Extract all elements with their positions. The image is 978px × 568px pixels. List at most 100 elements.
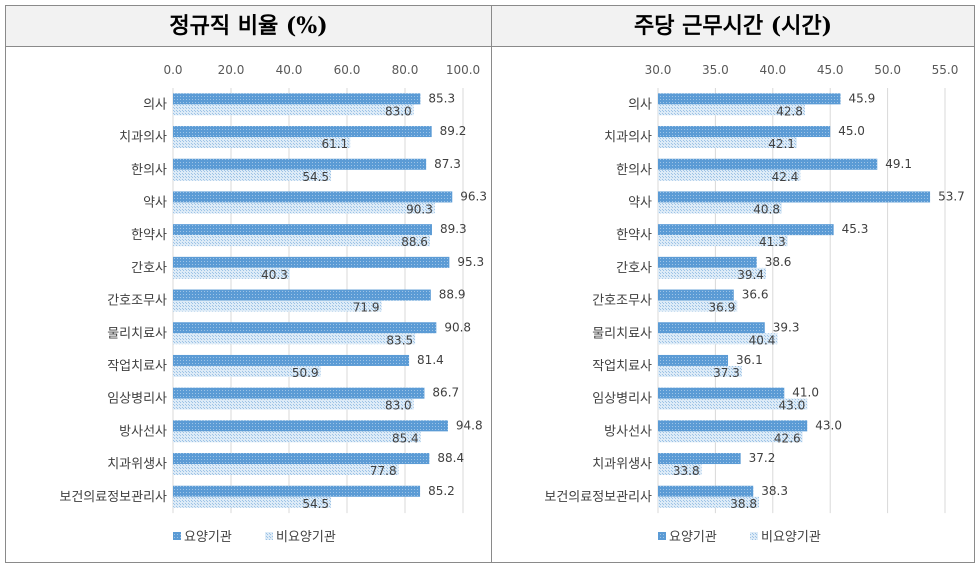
bar-비요양기관 bbox=[173, 464, 399, 476]
data-label: 40.4 bbox=[749, 333, 776, 347]
data-label: 94.8 bbox=[456, 418, 483, 432]
bar-비요양기관 bbox=[658, 333, 778, 345]
category-label: 한약사 bbox=[131, 228, 167, 243]
bar-비요양기관 bbox=[658, 202, 782, 214]
chart-title: 주당 근무시간 (시간) bbox=[492, 6, 974, 47]
category-label: 간호조무사 bbox=[592, 294, 652, 309]
category-label: 임상병리사 bbox=[592, 392, 652, 407]
tick-label: 100.0 bbox=[446, 63, 480, 77]
data-label: 71.9 bbox=[353, 301, 380, 315]
category-label: 의사 bbox=[628, 97, 652, 112]
bar-요양기관 bbox=[658, 322, 765, 334]
bar-비요양기관 bbox=[173, 333, 416, 345]
legend-label: 비요양기관 bbox=[761, 530, 821, 545]
bar-요양기관 bbox=[658, 453, 741, 465]
data-label: 45.3 bbox=[842, 222, 869, 236]
bar-비요양기관 bbox=[173, 300, 382, 312]
bar-요양기관 bbox=[658, 126, 831, 138]
bar-비요양기관 bbox=[658, 464, 702, 476]
category-label: 치과의사 bbox=[119, 130, 167, 145]
bar-비요양기관 bbox=[173, 137, 351, 149]
bar-요양기관 bbox=[173, 126, 432, 138]
bar-요양기관 bbox=[173, 354, 410, 366]
category-label: 방사선사 bbox=[604, 424, 652, 439]
data-label: 41.3 bbox=[759, 235, 786, 249]
data-label: 83.0 bbox=[385, 104, 412, 118]
tick-label: 0.0 bbox=[163, 63, 182, 77]
data-label: 40.3 bbox=[261, 268, 288, 282]
chart-weekly-hours: 30.0 35.0 40.0 45.0 50.0 55.0 의사 45.9 42.8 치과의사 45… bbox=[544, 63, 964, 545]
data-label: 49.1 bbox=[885, 157, 912, 171]
data-label: 33.8 bbox=[673, 464, 700, 478]
bar-요양기관 bbox=[173, 322, 437, 334]
bar-요양기관 bbox=[658, 256, 757, 268]
bar-비요양기관 bbox=[658, 169, 801, 181]
bar-비요양기관 bbox=[658, 137, 797, 149]
category-label: 임상병리사 bbox=[107, 392, 167, 407]
bar-요양기관 bbox=[658, 387, 785, 399]
tick-label: 40.0 bbox=[759, 63, 786, 77]
legend-label: 요양기관 bbox=[184, 530, 232, 545]
bar-요양기관 bbox=[658, 224, 834, 236]
legend-swatch bbox=[658, 532, 666, 540]
bar-요양기관 bbox=[658, 354, 729, 366]
bar-요양기관 bbox=[173, 420, 448, 432]
bar-요양기관 bbox=[173, 191, 453, 203]
tick-label: 40.0 bbox=[276, 63, 303, 77]
data-label: 81.4 bbox=[417, 353, 444, 367]
bar-비요양기관 bbox=[173, 235, 430, 247]
tick-label: 45.0 bbox=[817, 63, 844, 77]
tick-label: 30.0 bbox=[645, 63, 672, 77]
category-label: 간호사 bbox=[131, 261, 167, 276]
data-label: 36.6 bbox=[742, 288, 769, 302]
bar-비요양기관 bbox=[658, 267, 766, 279]
category-label: 보건의료정보관리사 bbox=[59, 490, 167, 505]
category-label: 작업치료사 bbox=[592, 359, 652, 374]
data-label: 36.9 bbox=[708, 301, 735, 315]
data-label: 85.4 bbox=[392, 431, 419, 445]
data-label: 61.1 bbox=[321, 137, 348, 151]
data-label: 43.0 bbox=[815, 418, 842, 432]
category-label: 한의사 bbox=[616, 163, 652, 178]
data-label: 38.6 bbox=[765, 255, 792, 269]
data-label: 90.3 bbox=[406, 202, 433, 216]
data-label: 85.2 bbox=[428, 484, 455, 498]
data-label: 89.3 bbox=[440, 222, 467, 236]
legend-swatch bbox=[173, 532, 181, 540]
category-label: 약사 bbox=[143, 195, 167, 210]
data-label: 88.4 bbox=[437, 451, 464, 465]
data-label: 54.5 bbox=[302, 170, 329, 184]
bar-요양기관 bbox=[173, 158, 427, 170]
data-label: 88.9 bbox=[439, 288, 466, 302]
data-label: 42.4 bbox=[772, 170, 799, 184]
bar-비요양기관 bbox=[658, 104, 805, 116]
data-label: 54.5 bbox=[302, 497, 329, 511]
data-label: 90.8 bbox=[444, 320, 471, 334]
bar-요양기관 bbox=[173, 256, 450, 268]
category-label: 치과위생사 bbox=[592, 457, 652, 472]
bar-비요양기관 bbox=[658, 496, 760, 508]
category-label: 방사선사 bbox=[119, 424, 167, 439]
bar-비요양기관 bbox=[658, 235, 788, 247]
chart-regular-ratio: 0.0 20.0 40.0 60.0 80.0 100.0 의사 85.3 83.0 치과의사 89… bbox=[59, 63, 487, 545]
data-label: 42.6 bbox=[774, 431, 801, 445]
category-label: 간호조무사 bbox=[107, 294, 167, 309]
bar-요양기관 bbox=[173, 485, 421, 497]
category-label: 한약사 bbox=[616, 228, 652, 243]
data-label: 83.0 bbox=[385, 399, 412, 413]
tick-label: 60.0 bbox=[334, 63, 361, 77]
category-label: 한의사 bbox=[131, 163, 167, 178]
bar-비요양기관 bbox=[658, 300, 738, 312]
category-label: 물리치료사 bbox=[592, 326, 652, 341]
bar-요양기관 bbox=[658, 420, 808, 432]
data-label: 45.9 bbox=[849, 91, 876, 105]
data-label: 95.3 bbox=[457, 255, 484, 269]
data-label: 45.0 bbox=[838, 124, 865, 138]
data-label: 41.0 bbox=[792, 386, 819, 400]
tick-label: 35.0 bbox=[702, 63, 729, 77]
legend-swatch bbox=[265, 532, 273, 540]
bar-비요양기관 bbox=[658, 431, 803, 443]
data-label: 37.3 bbox=[713, 366, 740, 380]
data-label: 50.9 bbox=[292, 366, 319, 380]
data-label: 83.5 bbox=[386, 333, 413, 347]
